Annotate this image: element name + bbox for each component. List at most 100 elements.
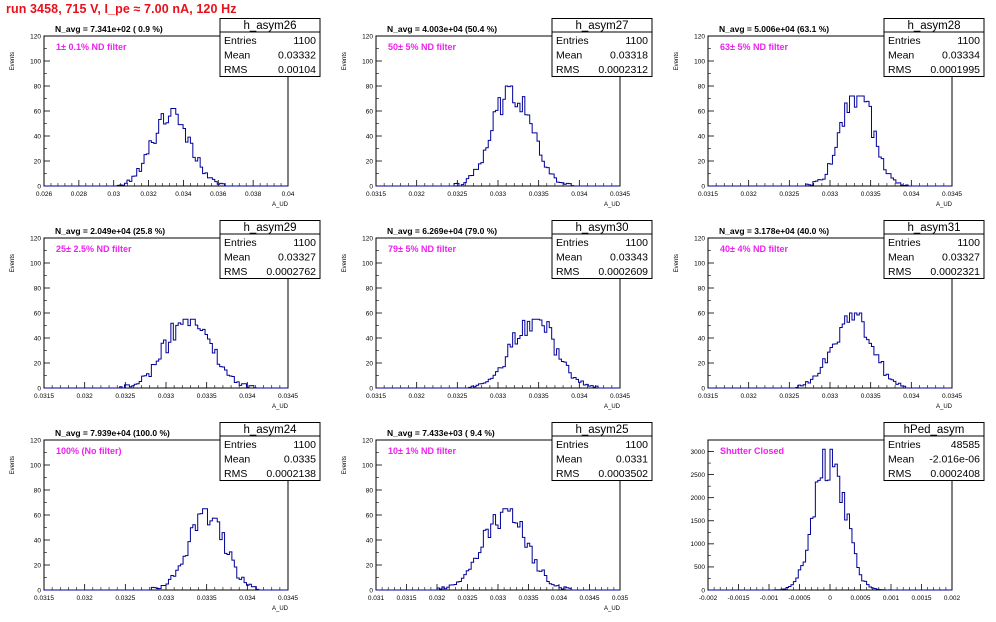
x-tick-label: 0.034 bbox=[903, 393, 920, 400]
stats-mean-label: Mean bbox=[224, 50, 250, 62]
x-tick-label: 0.032 bbox=[140, 191, 157, 198]
y-tick-label: 40 bbox=[698, 133, 706, 140]
filter-label: 79± 5% ND filter bbox=[388, 244, 456, 254]
histogram-pad-h-asym24: 0 20 40 60 80 100 120 0.0315 0.032 0.0325 0.033 0.0… bbox=[10, 422, 321, 612]
stats-mean-value: -2.016e-06 bbox=[929, 454, 980, 466]
stats-title: h_asym30 bbox=[575, 222, 628, 234]
filter-label: 10± 1% ND filter bbox=[388, 446, 456, 456]
stats-mean-value: 0.03318 bbox=[610, 50, 648, 62]
stats-mean-label: Mean bbox=[888, 252, 914, 264]
histogram-line bbox=[376, 318, 620, 389]
x-tick-label: 0.028 bbox=[71, 191, 88, 198]
y-tick-label: 0 bbox=[37, 183, 41, 190]
y-tick-label: 2500 bbox=[691, 472, 706, 479]
stats-rms-label: RMS bbox=[556, 266, 579, 278]
stats-rms-value: 0.0002312 bbox=[598, 64, 648, 76]
x-tick-label: 0.034 bbox=[903, 191, 920, 198]
y-tick-label: 20 bbox=[34, 562, 42, 569]
stats-entries-label: Entries bbox=[556, 237, 589, 249]
histogram-pad-h-asym25: 0 20 40 60 80 100 120 0.031 0.0315 0.032 0.0325 0.0… bbox=[342, 422, 653, 612]
x-tick-label: 0.032 bbox=[409, 393, 426, 400]
stats-entries-label: Entries bbox=[224, 237, 257, 249]
x-tick-label: 0.0325 bbox=[115, 595, 135, 602]
stats-title: h_asym25 bbox=[575, 424, 628, 436]
x-tick-label: 0.0325 bbox=[458, 595, 478, 602]
x-tick-label: 0.0345 bbox=[942, 393, 962, 400]
histogram-pad-h-asym29: 0 20 40 60 80 100 120 0.0315 0.032 0.0325 0.033 0.0… bbox=[10, 220, 321, 410]
n-avg-label: N_avg = 3.178e+04 (40.0 %) bbox=[719, 226, 829, 236]
filter-label: 50± 5% ND filter bbox=[388, 42, 456, 52]
stats-mean-value: 0.03327 bbox=[942, 252, 980, 264]
stats-rms-value: 0.0002762 bbox=[266, 266, 316, 278]
y-tick-label: 40 bbox=[366, 133, 374, 140]
stats-rms-value: 0.0002408 bbox=[930, 468, 980, 480]
stats-entries-label: Entries bbox=[556, 439, 589, 451]
y-axis-title: Events bbox=[674, 52, 680, 70]
y-tick-label: 20 bbox=[366, 562, 374, 569]
x-tick-label: 0.0315 bbox=[698, 393, 718, 400]
x-tick-label: 0.033 bbox=[822, 191, 839, 198]
y-tick-label: 120 bbox=[362, 235, 373, 242]
x-axis-title: A_UD bbox=[272, 606, 289, 612]
histogram-line bbox=[708, 312, 952, 389]
x-tick-label: 0.03 bbox=[107, 191, 120, 198]
x-tick-label: -0.002 bbox=[699, 595, 718, 602]
stats-entries-value: 1100 bbox=[625, 439, 648, 451]
stats-title: hPed_asym bbox=[904, 424, 965, 436]
x-tick-label: 0.032 bbox=[77, 595, 94, 602]
y-tick-label: 0 bbox=[369, 385, 373, 392]
x-tick-label: 0.0345 bbox=[278, 393, 298, 400]
stats-mean-label: Mean bbox=[224, 454, 250, 466]
y-tick-label: 80 bbox=[34, 285, 42, 292]
stats-entries-value: 1100 bbox=[293, 237, 316, 249]
y-tick-label: 60 bbox=[698, 108, 706, 115]
stats-mean-value: 0.0335 bbox=[284, 454, 316, 466]
stats-box bbox=[551, 220, 653, 279]
x-tick-label: 0.0315 bbox=[397, 595, 417, 602]
x-tick-label: 0.032 bbox=[409, 191, 426, 198]
stats-entries-value: 1100 bbox=[293, 439, 316, 451]
x-tick-label: 0.0315 bbox=[34, 393, 54, 400]
x-tick-label: 0.033 bbox=[490, 595, 507, 602]
stats-rms-label: RMS bbox=[556, 468, 579, 480]
x-axis-title: A_UD bbox=[604, 606, 621, 612]
stats-box bbox=[883, 220, 985, 279]
histogram-pad-h-asym28: 0 20 40 60 80 100 120 0.0315 0.032 0.0325 0.033 0.0… bbox=[674, 18, 985, 208]
stats-entries-value: 1100 bbox=[957, 237, 980, 249]
x-tick-label: 0.0335 bbox=[197, 393, 217, 400]
x-tick-label: 0.032 bbox=[429, 595, 446, 602]
stats-mean-label: Mean bbox=[556, 252, 582, 264]
y-tick-label: 500 bbox=[694, 564, 705, 571]
stats-rms-label: RMS bbox=[224, 64, 247, 76]
y-tick-label: 20 bbox=[366, 158, 374, 165]
x-tick-label: 0.032 bbox=[741, 393, 758, 400]
stats-entries-label: Entries bbox=[888, 35, 921, 47]
x-tick-label: 0.036 bbox=[210, 191, 227, 198]
stats-box bbox=[219, 18, 321, 77]
x-tick-label: 0.033 bbox=[490, 393, 507, 400]
stats-title: h_asym31 bbox=[907, 222, 960, 234]
histogram-line bbox=[44, 508, 288, 591]
y-tick-label: 20 bbox=[34, 158, 42, 165]
y-tick-label: 80 bbox=[366, 487, 374, 494]
n-avg-label: N_avg = 4.003e+04 (50.4 %) bbox=[387, 24, 497, 34]
x-tick-label: 0.0335 bbox=[197, 595, 217, 602]
stats-entries-value: 1100 bbox=[625, 237, 648, 249]
y-tick-label: 80 bbox=[366, 285, 374, 292]
histogram-pad-h-asym26: 0 20 40 60 80 100 120 0.026 0.028 0.03 0.032 0.034 0… bbox=[10, 18, 321, 208]
y-tick-label: 100 bbox=[362, 260, 373, 267]
y-axis-title: Events bbox=[10, 254, 16, 272]
n-avg-label: N_avg = 7.433e+03 ( 9.4 %) bbox=[387, 428, 495, 438]
y-tick-label: 0 bbox=[37, 385, 41, 392]
y-tick-label: 120 bbox=[30, 235, 41, 242]
stats-entries-label: Entries bbox=[888, 439, 921, 451]
x-tick-label: 0.0315 bbox=[34, 595, 54, 602]
filter-label: Shutter Closed bbox=[720, 446, 784, 456]
x-tick-label: 0.002 bbox=[944, 595, 961, 602]
y-axis-title: Events bbox=[10, 52, 16, 70]
x-tick-label: 0.0345 bbox=[278, 595, 298, 602]
stats-rms-value: 0.0002321 bbox=[930, 266, 980, 278]
y-tick-label: 100 bbox=[362, 462, 373, 469]
stats-mean-value: 0.03334 bbox=[942, 50, 980, 62]
stats-entries-value: 1100 bbox=[293, 35, 316, 47]
